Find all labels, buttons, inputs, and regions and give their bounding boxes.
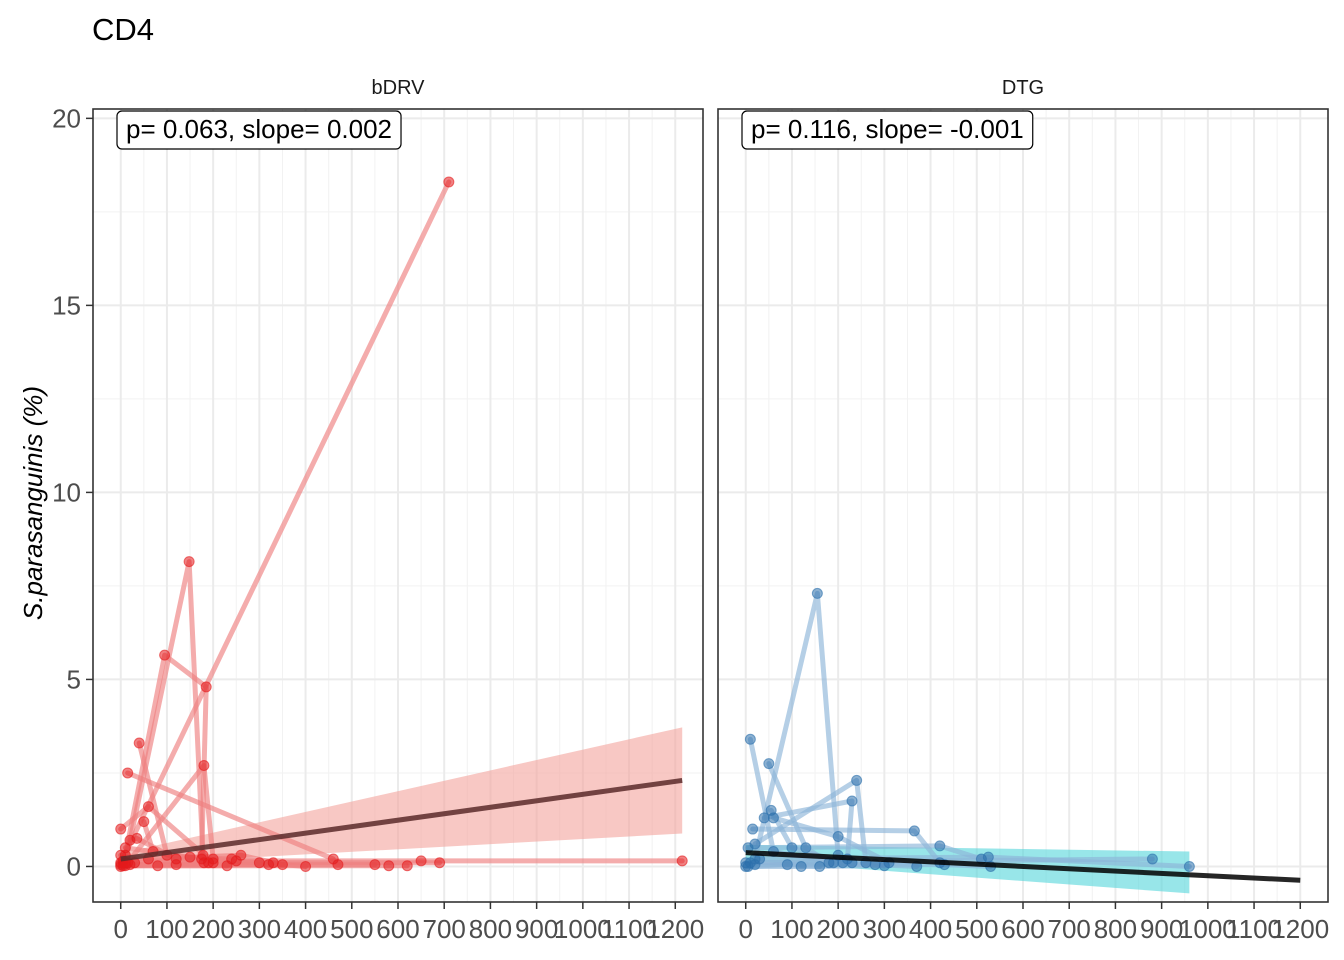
data-point [207,857,219,869]
data-point [183,556,195,568]
y-tick-label: 20 [52,103,81,133]
x-tick-label: 300 [238,914,281,944]
regression-line [745,850,1301,883]
data-point [767,812,779,824]
subject-line [118,179,452,866]
data-point [443,176,455,188]
y-tick-label: 10 [52,477,81,507]
stat-annotation: p= 0.116, slope= -0.001 [741,110,1034,150]
x-tick-label: 600 [1001,914,1044,944]
data-point [119,842,131,854]
stat-annotation: p= 0.063, slope= 0.002 [116,110,402,150]
x-tick-label: 800 [1094,914,1137,944]
data-point [159,649,171,661]
x-tick-label: 700 [1048,914,1091,944]
x-tick-label: 0 [738,914,752,944]
data-point [170,859,182,871]
data-point [1183,860,1195,872]
x-tick-label: 600 [376,914,419,944]
data-point [851,774,863,786]
stat-annotation-box [116,110,402,150]
x-tick-label: 500 [955,914,998,944]
data-point [781,859,793,871]
data-point [934,840,946,852]
data-point [230,855,242,867]
data-point [763,758,775,770]
data-point [832,831,844,843]
data-point [800,842,812,854]
x-tick-label: 1000 [554,914,612,944]
data-point [744,733,756,745]
data-point [795,860,807,872]
x-tick-label: 800 [469,914,512,944]
facet-strip-label: bDRV [372,77,426,99]
data-point [814,860,826,872]
data-point [263,859,275,871]
data-point [198,857,210,869]
data-point [115,823,127,835]
data-point [742,860,754,872]
data-point [142,801,154,813]
data-point [676,855,688,867]
data-point [253,857,265,869]
y-tick-label: 0 [67,851,81,881]
x-tick-label: 200 [191,914,234,944]
x-tick-label: 0 [113,914,127,944]
x-tick-label: 1000 [1179,914,1237,944]
facet-strip-label: DTG [1002,77,1044,99]
x-tick-label: 500 [330,914,373,944]
data-point [434,857,446,869]
x-tick-label: 900 [515,914,558,944]
data-point [138,816,150,828]
x-tick-label: 1200 [646,914,704,944]
data-point [152,860,164,872]
data-point [184,851,196,863]
x-tick-label: 1100 [1226,914,1282,944]
x-tick-label: 400 [284,914,327,944]
stat-annotation-text: p= 0.063, slope= 0.002 [126,114,392,144]
data-point [747,823,759,835]
facet-panel-1: DTG p= 0.116, slope= -0.001 0 100 200 300 400 5… [717,77,1329,944]
data-point [332,859,344,871]
x-tick-label: 200 [816,914,859,944]
data-point [982,851,994,863]
data-point [786,842,798,854]
x-tick-label: 1100 [601,914,657,944]
stat-annotation-box [741,110,1034,150]
x-tick-label: 1200 [1271,914,1329,944]
data-point [401,860,413,872]
data-point [846,795,858,807]
data-point [133,737,145,749]
x-tick-label: 300 [863,914,906,944]
data-point [200,681,212,693]
x-tick-label: 900 [1140,914,1183,944]
data-point [117,860,129,872]
y-tick-label: 5 [67,664,81,694]
x-tick-label: 100 [145,914,188,944]
x-tick-label: 100 [770,914,813,944]
x-tick-label: 700 [423,914,466,944]
stat-annotation-text: p= 0.116, slope= -0.001 [751,114,1024,144]
data-point [276,859,288,871]
data-point [369,859,381,871]
data-point [811,587,823,599]
data-point [908,825,920,837]
y-tick-label: 15 [52,290,81,320]
data-point [300,860,312,872]
y-axis-title: S.parasanguinis (%) [18,386,48,620]
x-tick-label: 400 [909,914,952,944]
plot-title: CD4 [92,12,154,47]
data-point [415,855,427,867]
subject-line [125,770,336,862]
data-point [383,860,395,872]
data-point [221,860,233,872]
regression-line [120,777,683,862]
data-point [122,767,134,779]
data-point [1146,853,1158,865]
data-point [198,759,210,771]
data-point [131,832,143,844]
